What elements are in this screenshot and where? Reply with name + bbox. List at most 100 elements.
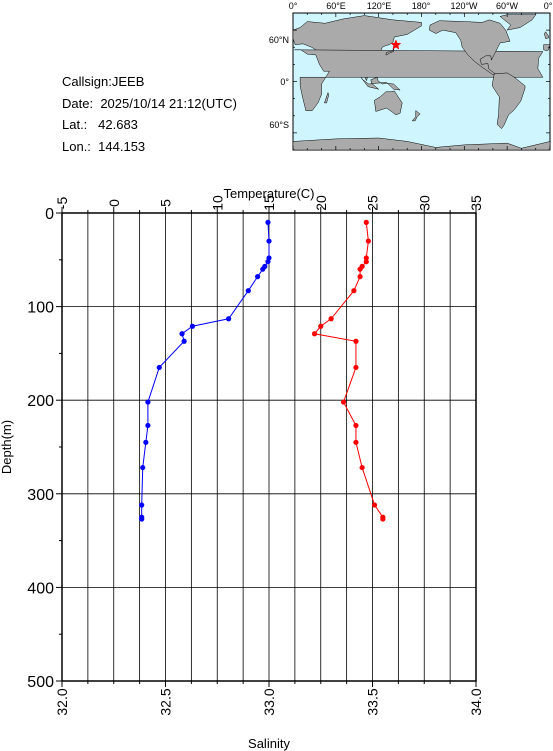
temperature-point <box>156 364 162 371</box>
north-america-shape <box>429 19 511 75</box>
lat-line: Lat.: 42.683 <box>62 114 237 136</box>
salinity-tick-label: 32.5 <box>158 688 174 715</box>
temperature-tick-label: 5 <box>158 199 174 207</box>
temperature-tick-label: 15 <box>261 195 277 211</box>
temperature-line <box>141 222 270 520</box>
salinity-point <box>353 338 359 344</box>
lat-value: 42.683 <box>98 117 138 132</box>
temperature-tick-label: 20 <box>313 195 329 211</box>
depth-axis: 0 100 200 300 400 500 <box>27 206 62 691</box>
uk-shape <box>544 31 549 40</box>
map-labels: 0° 60°E 120°E 180° 120°W 60°W 0° 60°N 0°… <box>269 1 553 130</box>
map-lat-label-1: 0° <box>280 77 289 87</box>
indonesia-shape <box>360 76 401 91</box>
map-lon-label-2: 120°E <box>367 1 392 11</box>
australia-shape <box>374 90 403 116</box>
lon-label: Lon.: <box>62 138 91 154</box>
salinity-point <box>351 288 357 294</box>
salinity-point <box>328 316 334 322</box>
salinity-point <box>340 399 347 405</box>
map-lon-label-1: 60°E <box>326 1 346 11</box>
depth-axis-title: Depth(m) <box>0 420 14 474</box>
salinity-tick-label: 34.0 <box>468 688 484 715</box>
depth-tick-label: 100 <box>27 300 54 317</box>
salinity-tick-label: 33.0 <box>261 688 277 715</box>
depth-tick-label: 400 <box>27 580 54 597</box>
map-lon-label-0: 0° <box>289 1 298 11</box>
temperature-point <box>140 464 146 471</box>
temperature-tick-label: 0 <box>106 199 122 207</box>
temperature-point <box>179 331 185 337</box>
depth-tick-label: 500 <box>27 674 54 691</box>
salinity-axis: 32.0 32.5 33.0 33.5 34.0 <box>54 681 484 716</box>
salinity-tick-label: 33.5 <box>365 688 381 715</box>
date-line: Date: 2025/10/14 21:12(UTC) <box>62 93 237 115</box>
salinity-point <box>357 266 363 272</box>
salinity-point <box>365 238 371 244</box>
temperature-point <box>181 338 187 344</box>
map-lon-label-3: 180° <box>412 1 431 11</box>
temperature-point <box>145 422 151 429</box>
map-land <box>292 14 551 151</box>
temperature-point <box>260 266 266 272</box>
temperature-tick-label: 10 <box>209 195 225 211</box>
salinity-tick-label: 32.0 <box>54 688 70 715</box>
callsign-line: Callsign:JEEB <box>62 71 237 93</box>
station-star-icon <box>390 39 402 50</box>
temperature-point <box>255 274 261 280</box>
chart-grid <box>62 213 476 681</box>
temperature-point <box>245 288 251 294</box>
station-marker-icon <box>390 39 402 50</box>
depth-tick-label: 200 <box>27 393 54 410</box>
series-layer <box>139 219 386 522</box>
date-label: Date: <box>62 95 94 111</box>
temperature-point <box>189 323 196 329</box>
salinity-point <box>371 502 378 508</box>
temperature-point <box>265 219 271 225</box>
lat-label: Lat.: <box>62 117 88 132</box>
map-lon-label-6: 0° <box>544 1 553 11</box>
map-lat-label-2: 60°S <box>269 120 289 130</box>
salinity-axis-title: Salinity <box>248 736 290 751</box>
lon-line: Lon.: 144.153 <box>62 136 237 158</box>
madagascar-shape <box>324 91 329 104</box>
lon-value: 144.153 <box>98 138 146 154</box>
salinity-series <box>311 219 386 522</box>
temperature-point <box>226 316 232 322</box>
salinity-point <box>363 255 369 261</box>
temperature-tick-label: 35 <box>468 195 484 211</box>
map-frame <box>292 12 551 151</box>
depth-tick-label: 0 <box>45 206 54 223</box>
callsign-value: JEEB <box>111 74 145 89</box>
temperature-axis: -5 0 5 10 15 20 25 30 35 <box>54 195 484 213</box>
temperature-series <box>139 219 272 522</box>
temperature-point <box>266 238 272 244</box>
salinity-point <box>353 439 359 445</box>
date-value: 2025/10/14 21:12(UTC) <box>100 95 237 111</box>
temperature-point <box>265 259 271 265</box>
salinity-point <box>353 422 359 429</box>
world-map: 0° 60°E 120°E 180° 120°W 60°W 0° 60°N 0°… <box>269 1 553 151</box>
europe-west-shape <box>543 44 551 51</box>
salinity-point <box>353 364 359 371</box>
temperature-point <box>143 439 149 445</box>
temperature-tick-label: 30 <box>416 195 432 211</box>
map-lon-label-4: 120°W <box>450 1 478 11</box>
salinity-point <box>380 516 386 522</box>
station-info: Callsign:JEEB Date: 2025/10/14 21:12(UTC… <box>62 71 237 157</box>
salinity-point <box>363 219 369 225</box>
map-lat-label-0: 60°N <box>269 35 289 45</box>
temperature-tick-label: 25 <box>365 195 381 211</box>
temperature-tick-label: -5 <box>54 197 70 210</box>
salinity-point <box>363 259 369 265</box>
salinity-point <box>359 464 365 471</box>
callsign-label: Callsign: <box>62 74 112 89</box>
new-zealand-shape <box>411 110 421 122</box>
salinity-point <box>357 274 363 280</box>
temperature-point <box>139 502 145 508</box>
salinity-point <box>311 331 318 337</box>
depth-tick-label: 300 <box>27 487 54 504</box>
temperature-axis-title: Temperature(C) <box>223 186 314 201</box>
temperature-point <box>145 399 151 405</box>
